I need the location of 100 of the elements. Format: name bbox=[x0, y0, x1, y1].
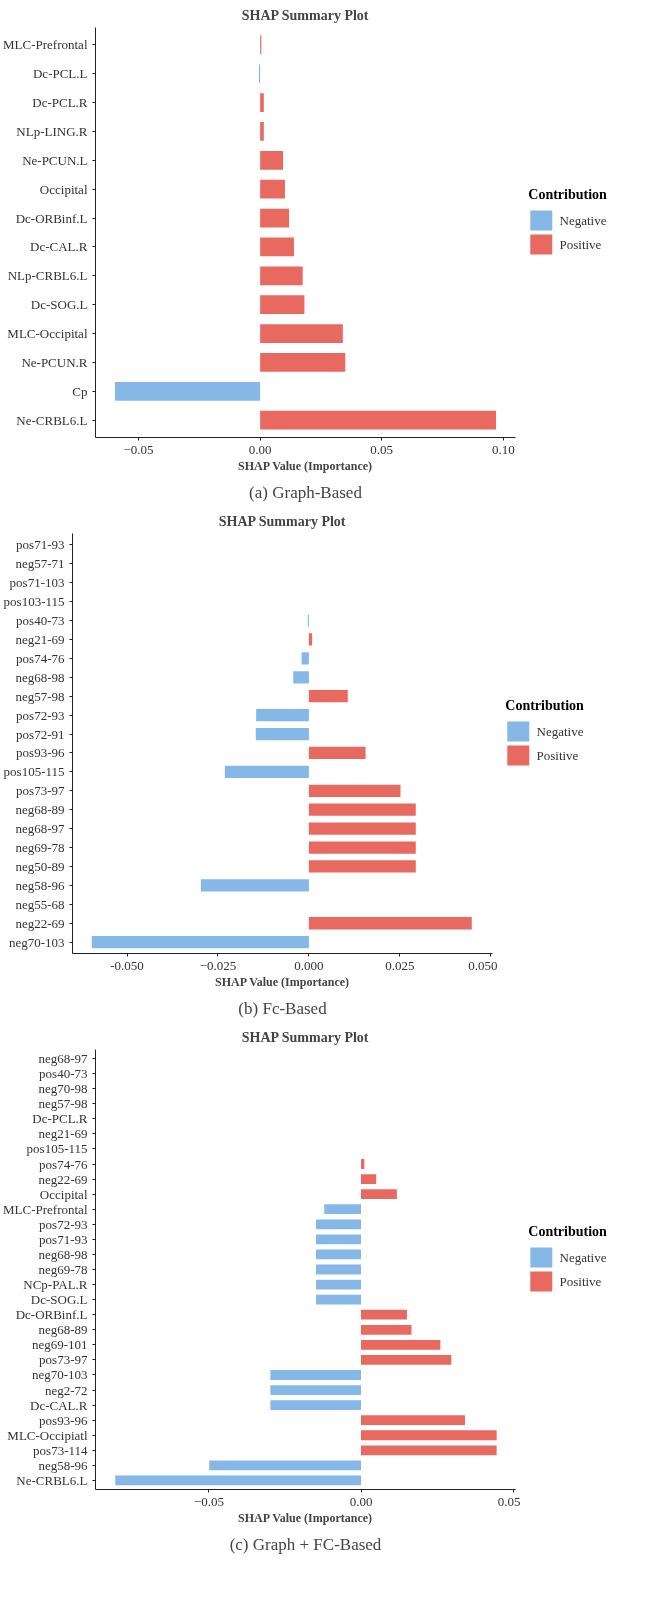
y-tick-label: pos40-73 bbox=[16, 613, 65, 629]
y-tick-label: neg68-89 bbox=[38, 1322, 88, 1338]
bar bbox=[293, 671, 309, 684]
bar bbox=[91, 936, 309, 949]
x-tick-label: 0.000 bbox=[294, 957, 324, 973]
chart-title: SHAP Summary Plot bbox=[241, 7, 369, 23]
bar bbox=[260, 179, 285, 199]
y-tick-label: Dc-CAL.R bbox=[30, 239, 88, 255]
bar bbox=[260, 353, 346, 372]
y-tick-label: pos105-115 bbox=[3, 764, 65, 780]
y-tick-label: Dc-PCL.R bbox=[32, 95, 88, 111]
y-tick-label: MLC-Prefrontal bbox=[3, 1201, 88, 1217]
y-tick-label: neg68-89 bbox=[15, 802, 65, 818]
bar bbox=[200, 879, 309, 892]
y-tick-label: Dc-SOG.L bbox=[30, 1292, 88, 1308]
bar bbox=[308, 917, 472, 930]
y-tick-label: neg50-89 bbox=[15, 858, 65, 874]
y-tick-label: neg58-96 bbox=[38, 1457, 88, 1473]
y-tick-label: Dc-CAL.R bbox=[30, 1397, 88, 1413]
y-tick-label: neg69-101 bbox=[31, 1337, 88, 1353]
y-tick-label: pos71-93 bbox=[16, 537, 65, 553]
y-tick-label: pos71-103 bbox=[9, 575, 65, 591]
y-tick-label: neg69-78 bbox=[38, 1262, 88, 1277]
chart-title: SHAP Summary Plot bbox=[241, 1029, 369, 1045]
y-tick-label: NLp-LING.R bbox=[16, 123, 88, 139]
y-tick-label: pos71-93 bbox=[39, 1231, 88, 1247]
y-tick-label: neg22-69 bbox=[15, 915, 65, 931]
y-tick-label: pos73-97 bbox=[39, 1352, 88, 1368]
y-tick-label: neg68-98 bbox=[15, 669, 65, 685]
y-tick-label: pos93-96 bbox=[39, 1412, 88, 1428]
x-axis-title: SHAP Value (Importance) bbox=[238, 458, 373, 473]
x-axis-title: SHAP Value (Importance) bbox=[238, 1510, 373, 1525]
bar bbox=[256, 708, 309, 722]
y-tick-label: neg57-98 bbox=[15, 688, 65, 704]
x-tick-label: 0.05 bbox=[497, 1493, 521, 1509]
y-tick-label: pos105-115 bbox=[26, 1141, 88, 1157]
y-tick-label: MLC-Occipital bbox=[7, 326, 88, 342]
x-tick-label: −0.025 bbox=[199, 957, 237, 973]
y-tick-label: neg55-68 bbox=[15, 896, 65, 912]
legend-title: Contribution bbox=[528, 186, 608, 202]
x-tick-label: 0.00 bbox=[248, 441, 272, 457]
text: (b) Fc-Based bbox=[238, 998, 328, 1018]
y-tick-label: pos72-91 bbox=[16, 726, 65, 742]
y-tick-label: neg69-78 bbox=[15, 840, 65, 856]
y-tick-label: pos40-73 bbox=[39, 1066, 88, 1082]
y-tick-label: Ne-CRBL6.L bbox=[16, 1472, 88, 1488]
text: (c) Graph + FC-Based bbox=[229, 1534, 382, 1554]
x-tick-label: −0.05 bbox=[193, 1493, 224, 1509]
legend-label: Positive bbox=[536, 748, 579, 763]
y-tick-label: Dc-ORBinf.L bbox=[15, 210, 88, 226]
x-tick-label: 0.00 bbox=[349, 1493, 373, 1509]
y-tick-label: neg68-97 bbox=[38, 1051, 88, 1067]
y-tick-label: Dc-ORBinf.L bbox=[15, 1307, 88, 1323]
legend-label: Positive bbox=[559, 237, 602, 252]
y-tick-label: neg57-71 bbox=[15, 556, 65, 572]
bar bbox=[114, 381, 261, 401]
bar bbox=[260, 295, 305, 315]
y-tick-label: neg68-98 bbox=[38, 1246, 88, 1262]
y-tick-label: pos73-114 bbox=[33, 1442, 88, 1458]
y-tick-label: neg2-72 bbox=[44, 1382, 88, 1398]
y-tick-label: pos73-97 bbox=[16, 783, 65, 799]
y-tick-label: Cp bbox=[72, 383, 88, 399]
y-tick-label: Ne-PCUN.R bbox=[21, 354, 88, 370]
y-tick-label: neg21-69 bbox=[38, 1126, 88, 1142]
y-tick-label: pos74-76 bbox=[39, 1156, 88, 1172]
bar bbox=[308, 822, 416, 835]
x-tick-label: -0.050 bbox=[110, 957, 144, 973]
x-tick-label: −0.05 bbox=[123, 441, 154, 457]
x-axis-title: SHAP Value (Importance) bbox=[215, 974, 350, 989]
y-tick-label: NCp-PAL.R bbox=[23, 1277, 88, 1293]
legend-label: Negative bbox=[559, 1250, 607, 1265]
bar bbox=[224, 765, 309, 779]
bar bbox=[260, 150, 283, 170]
bar bbox=[301, 652, 309, 665]
y-tick-label: NLp-CRBL6.L bbox=[7, 268, 88, 284]
bar bbox=[308, 746, 366, 760]
bar bbox=[308, 633, 313, 646]
y-tick-label: pos74-76 bbox=[16, 650, 65, 666]
y-tick-label: Occipital bbox=[39, 1186, 88, 1202]
y-tick-label: neg57-98 bbox=[38, 1096, 88, 1112]
legend-title: Contribution bbox=[528, 1223, 608, 1239]
y-tick-label: neg70-98 bbox=[38, 1081, 88, 1097]
legend-label: Negative bbox=[536, 724, 584, 739]
y-tick-label: pos93-96 bbox=[16, 745, 65, 761]
bar bbox=[260, 122, 264, 141]
y-tick-label: MLC-Occipiatl bbox=[7, 1427, 88, 1443]
bar bbox=[255, 727, 309, 741]
y-tick-label: neg58-96 bbox=[15, 877, 65, 893]
x-tick-label: 0.050 bbox=[468, 957, 498, 973]
y-tick-label: neg70-103 bbox=[8, 934, 65, 950]
chart-title: SHAP Summary Plot bbox=[218, 513, 346, 529]
y-tick-label: neg21-69 bbox=[15, 631, 65, 647]
y-tick-label: pos72-93 bbox=[39, 1216, 88, 1232]
legend-label: Positive bbox=[559, 1274, 602, 1289]
y-tick-label: pos72-93 bbox=[16, 707, 65, 723]
legend-label: Negative bbox=[559, 213, 607, 228]
y-tick-label: neg68-97 bbox=[15, 821, 65, 837]
text: (a) Graph-Based bbox=[249, 482, 363, 502]
bar bbox=[308, 860, 416, 873]
y-tick-label: neg70-103 bbox=[31, 1367, 88, 1383]
